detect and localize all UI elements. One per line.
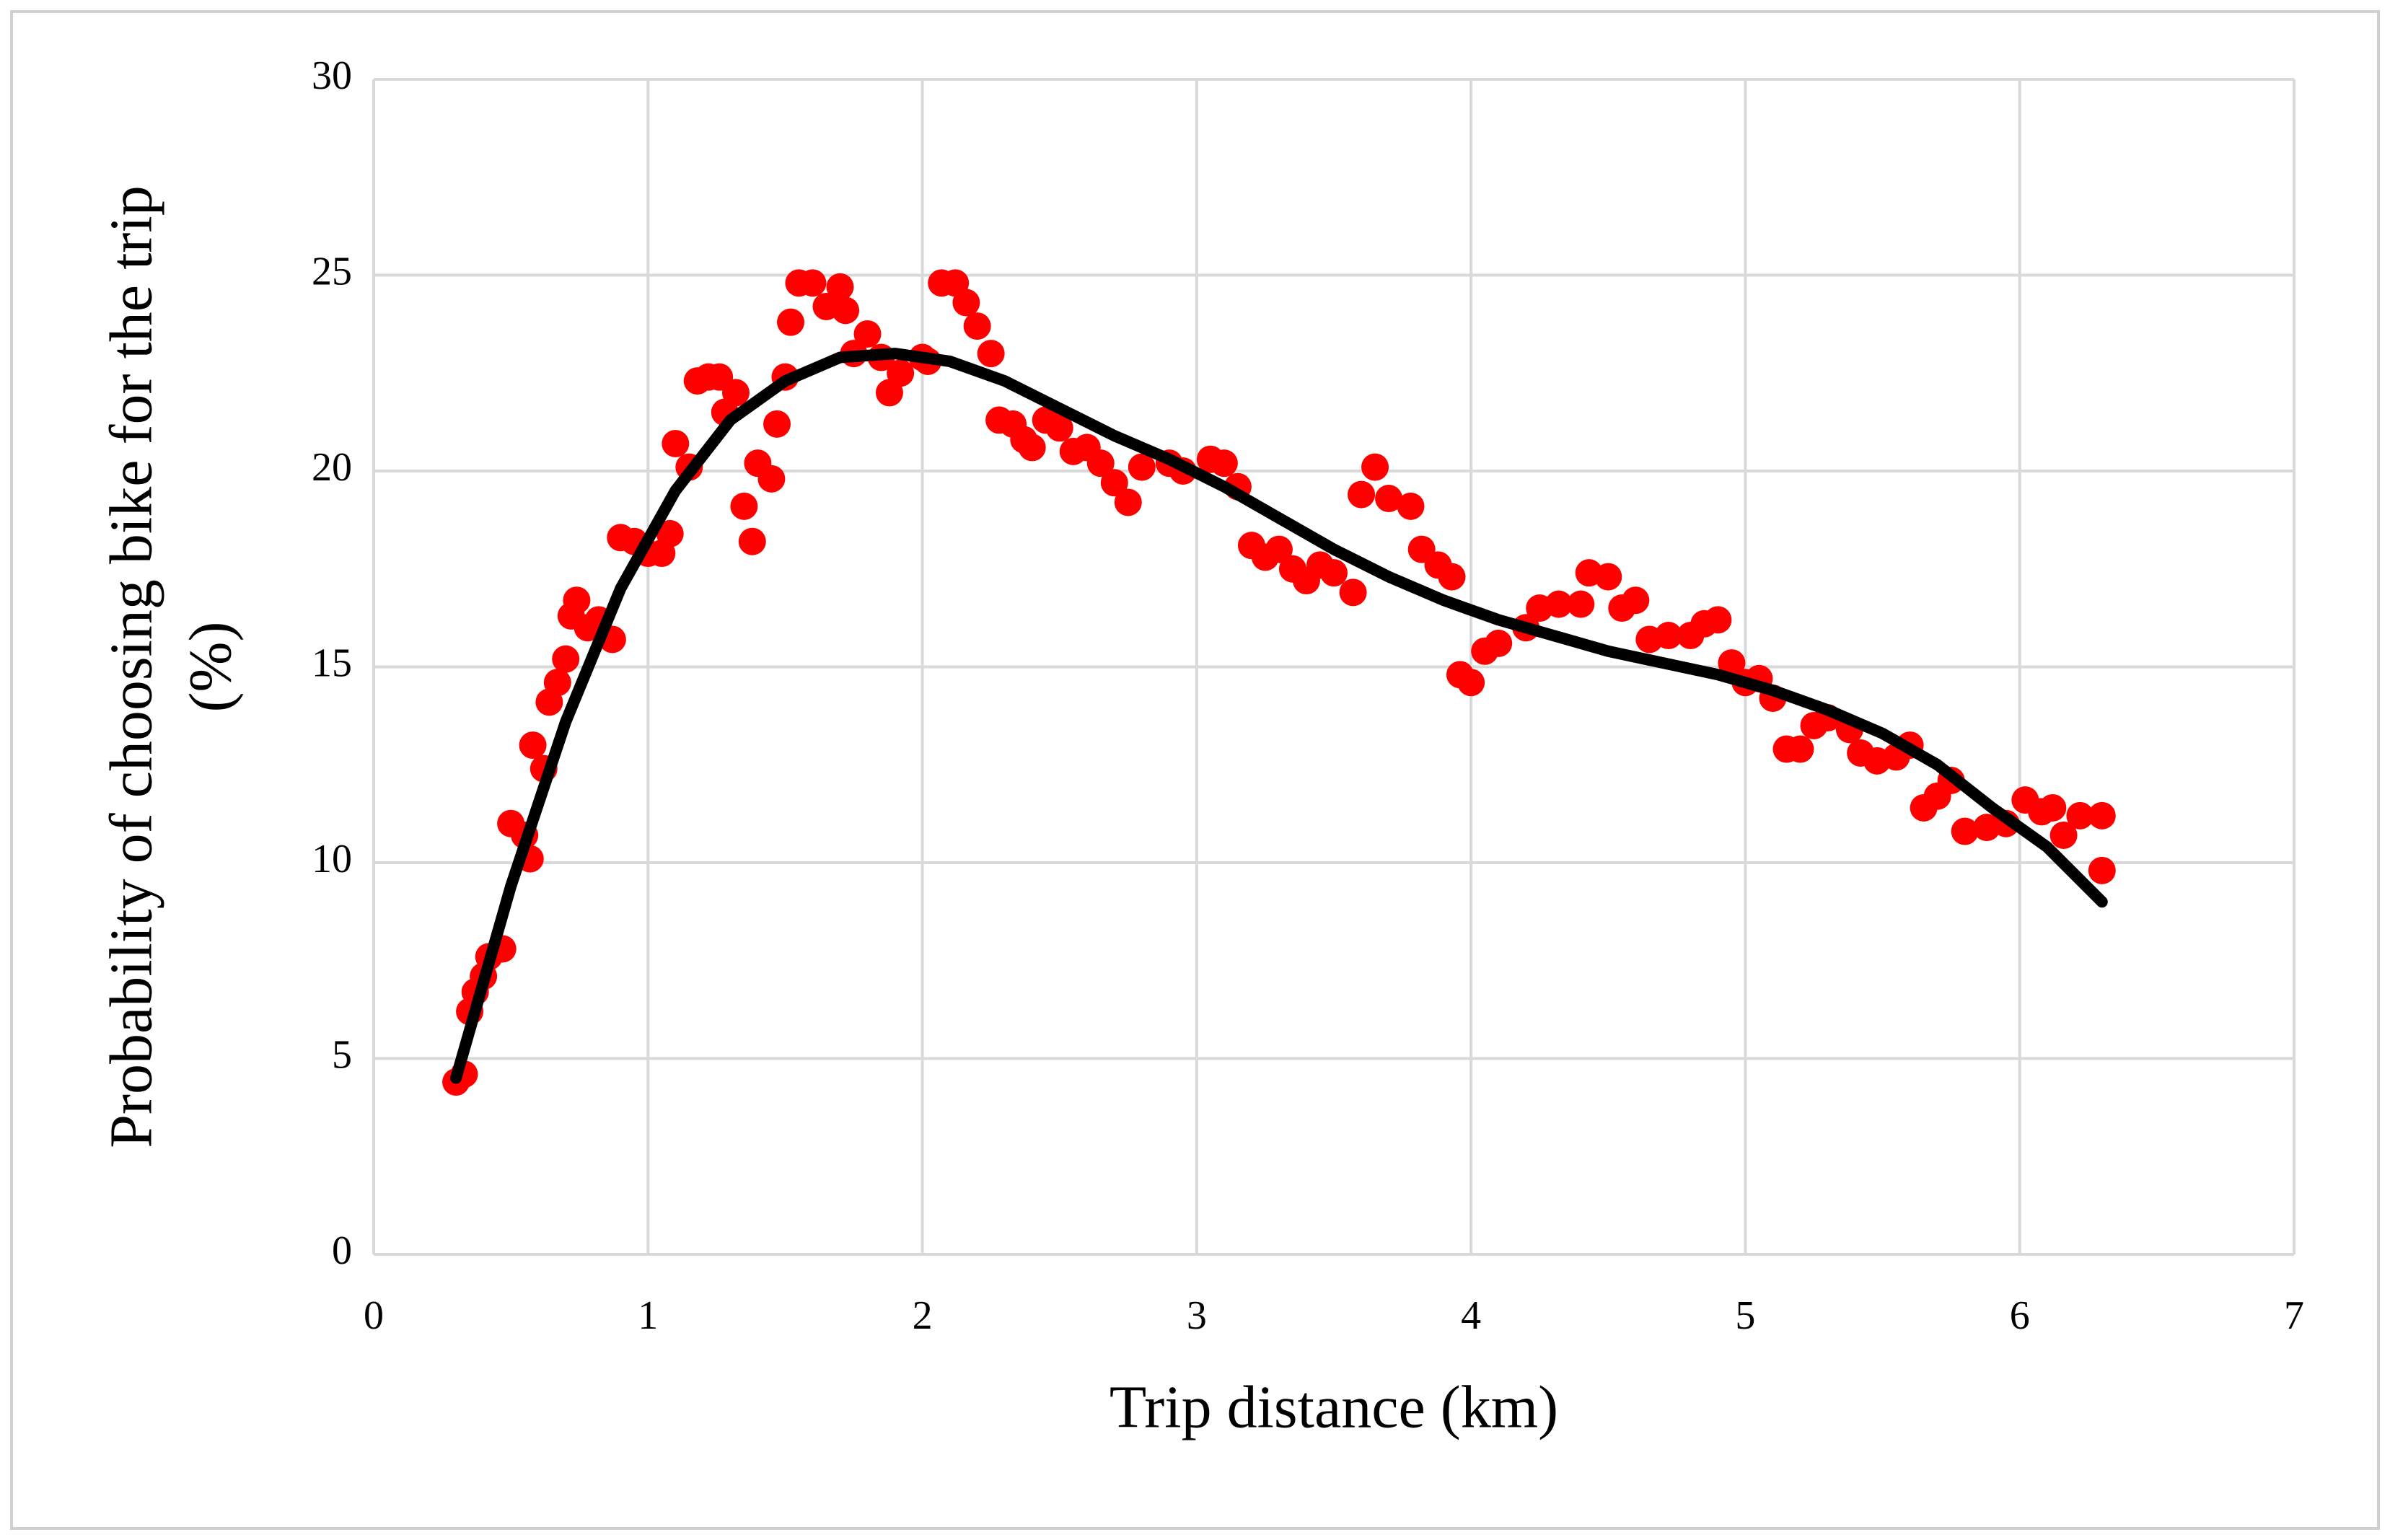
point [1951, 817, 1979, 845]
x-tick-label: 4 [1461, 1293, 1481, 1338]
x-tick-label: 5 [1735, 1293, 1755, 1338]
point [1361, 453, 1389, 481]
x-tick-label: 1 [638, 1293, 658, 1338]
point [662, 429, 690, 457]
point [853, 320, 882, 348]
point [2066, 801, 2094, 830]
point [1018, 434, 1046, 462]
point [563, 586, 591, 615]
point [1567, 590, 1595, 618]
point [2088, 856, 2116, 884]
point [543, 669, 571, 697]
point [656, 519, 684, 547]
point [1375, 485, 1403, 513]
y-tick-label: 5 [332, 1032, 352, 1077]
point [1339, 578, 1367, 607]
point [777, 308, 805, 336]
point [2049, 821, 2078, 849]
y-axis-label: (%) [177, 622, 244, 713]
y-tick-label: 30 [312, 53, 352, 98]
x-axis-label: Trip distance (km) [1110, 1373, 1558, 1440]
y-tick-label: 10 [312, 837, 352, 881]
point [552, 645, 580, 673]
point [1786, 735, 1814, 763]
point [963, 312, 991, 340]
point [977, 340, 1005, 368]
point [763, 410, 791, 438]
point [799, 269, 827, 297]
point [730, 492, 758, 520]
point [1622, 586, 1650, 615]
point [952, 289, 980, 317]
point [519, 731, 547, 760]
x-tick-label: 2 [913, 1293, 933, 1338]
trend-line [450, 348, 2108, 1084]
point [832, 296, 860, 325]
point [1086, 449, 1115, 478]
point [1594, 563, 1622, 591]
point [1397, 492, 1425, 520]
point [1485, 629, 1513, 657]
point [1438, 563, 1466, 591]
point [1718, 649, 1746, 677]
point [1545, 590, 1573, 618]
point [1704, 606, 1732, 634]
y-tick-label: 15 [312, 641, 352, 685]
x-tick-label: 3 [1187, 1293, 1207, 1338]
point [826, 273, 854, 301]
point [1348, 480, 1376, 509]
point [2088, 801, 2116, 830]
x-tick-label: 7 [2284, 1293, 2304, 1338]
point [887, 359, 915, 387]
point [1100, 469, 1128, 497]
point [2039, 793, 2067, 822]
y-axis-label: Probability of choosing bike for the tri… [97, 185, 164, 1148]
point [1457, 669, 1485, 697]
x-tick-label: 6 [2010, 1293, 2030, 1338]
y-tick-label: 25 [312, 249, 352, 294]
point [738, 527, 766, 555]
chart-border [10, 10, 2380, 1530]
point [1320, 559, 1348, 587]
point [1654, 622, 1682, 650]
point [1128, 453, 1156, 481]
y-tick-label: 0 [332, 1228, 352, 1273]
point [1265, 535, 1293, 563]
point [721, 379, 750, 407]
point [1210, 449, 1238, 478]
y-tick-label: 20 [312, 445, 352, 490]
point [757, 465, 786, 493]
point [1045, 414, 1073, 442]
x-tick-label: 0 [364, 1293, 384, 1338]
point [1114, 488, 1142, 516]
